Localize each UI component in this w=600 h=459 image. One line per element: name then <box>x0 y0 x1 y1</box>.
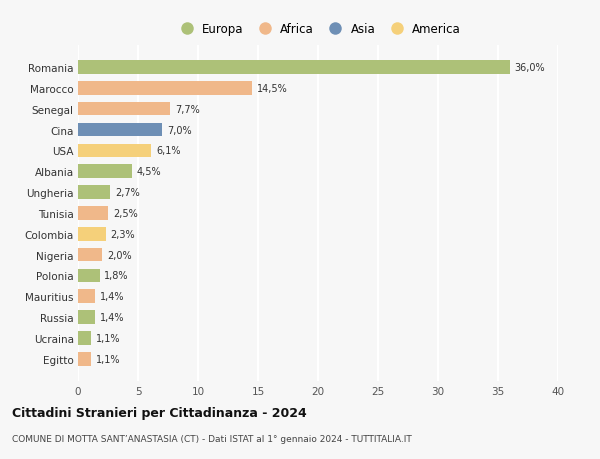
Bar <box>78 290 95 303</box>
Bar <box>78 123 162 137</box>
Text: 2,0%: 2,0% <box>107 250 131 260</box>
Text: 4,5%: 4,5% <box>137 167 161 177</box>
Bar <box>78 228 106 241</box>
Text: 2,7%: 2,7% <box>115 188 140 198</box>
Bar <box>78 331 91 345</box>
Bar <box>78 186 110 199</box>
Bar <box>78 61 510 75</box>
Bar <box>78 165 132 179</box>
Text: 1,1%: 1,1% <box>96 333 121 343</box>
Bar <box>78 103 170 116</box>
Text: 1,4%: 1,4% <box>100 291 124 302</box>
Text: COMUNE DI MOTTA SANT’ANASTASIA (CT) - Dati ISTAT al 1° gennaio 2024 - TUTTITALIA: COMUNE DI MOTTA SANT’ANASTASIA (CT) - Da… <box>12 434 412 443</box>
Bar <box>78 311 95 324</box>
Bar <box>78 248 102 262</box>
Bar <box>78 269 100 283</box>
Text: Cittadini Stranieri per Cittadinanza - 2024: Cittadini Stranieri per Cittadinanza - 2… <box>12 406 307 419</box>
Text: 2,3%: 2,3% <box>110 229 135 239</box>
Bar <box>78 352 91 366</box>
Legend: Europa, Africa, Asia, America: Europa, Africa, Asia, America <box>170 18 466 41</box>
Text: 36,0%: 36,0% <box>515 63 545 73</box>
Text: 1,4%: 1,4% <box>100 313 124 322</box>
Text: 6,1%: 6,1% <box>156 146 181 156</box>
Bar <box>78 82 252 95</box>
Text: 7,0%: 7,0% <box>167 125 191 135</box>
Bar <box>78 144 151 158</box>
Text: 7,7%: 7,7% <box>175 105 200 114</box>
Text: 1,1%: 1,1% <box>96 354 121 364</box>
Bar <box>78 207 108 220</box>
Text: 2,5%: 2,5% <box>113 208 137 218</box>
Text: 1,8%: 1,8% <box>104 271 129 281</box>
Text: 14,5%: 14,5% <box>257 84 287 94</box>
